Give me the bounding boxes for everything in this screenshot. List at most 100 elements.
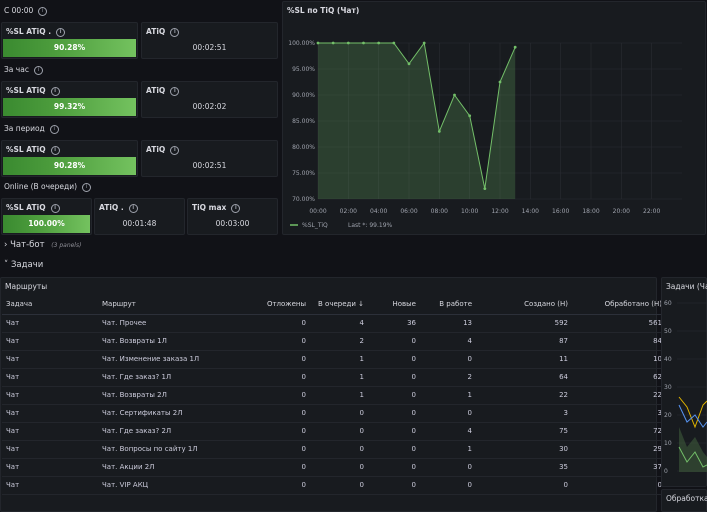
table-cell: 1	[420, 386, 476, 405]
table-cell: Чат. Сертификаты 2Л	[98, 404, 255, 423]
info-icon[interactable]: i	[38, 6, 48, 16]
column-header[interactable]: Отложены	[255, 294, 310, 315]
y-tick-label: 60	[664, 300, 672, 307]
table-cell: 0	[368, 350, 420, 369]
table-row[interactable]: Чат Чат. Где заказ? 1Л 0 1 0 2 64 62	[2, 368, 666, 387]
info-icon[interactable]: i	[170, 27, 180, 37]
table-cell: 592	[476, 314, 572, 333]
data-point[interactable]	[392, 41, 396, 45]
table-cell: 0	[476, 476, 572, 495]
table-cell: 13	[420, 314, 476, 333]
section-since-midnight: С 00:00 i	[4, 6, 48, 16]
data-point[interactable]	[377, 41, 381, 45]
tiq-max-panel[interactable]: TiQ max i 00:03:00	[187, 198, 278, 235]
table-cell: 72	[572, 422, 666, 441]
table-cell: Чат. Где заказ? 1Л	[98, 368, 255, 387]
data-point[interactable]	[453, 93, 456, 97]
table-cell: 0	[420, 404, 476, 423]
sl-atiq-panel-online[interactable]: %SL ATiQ i 100.00%	[1, 198, 92, 235]
row-panel-count: (3 panels)	[51, 242, 82, 249]
column-header[interactable]: Обработано (Н)	[572, 294, 666, 315]
atiq-panel-1[interactable]: ATiQ i 00:02:51	[141, 22, 278, 59]
table-row[interactable]: Чат Чат. VIP АКЦ 0 0 0 0 0 0	[2, 476, 666, 495]
data-point[interactable]	[468, 114, 472, 118]
panel-title: ATiQ .	[99, 203, 124, 212]
info-icon[interactable]: i	[50, 86, 60, 96]
table-cell: Чат. Где заказ? 2Л	[98, 422, 255, 441]
table-cell: Чат	[2, 440, 98, 459]
data-point[interactable]	[437, 130, 441, 133]
table-row[interactable]: Чат Чат. Возвраты 2Л 0 1 0 1 22 22	[2, 386, 666, 405]
row-tasks[interactable]: ˅ Задачи	[4, 260, 43, 270]
info-icon[interactable]: i	[82, 182, 92, 192]
table-row[interactable]: Чат Чат. Вопросы по сайту 1Л 0 0 0 1 30 29	[2, 440, 666, 459]
column-header[interactable]: Новые	[368, 294, 420, 315]
y-tick-label: 20	[664, 412, 672, 419]
x-tick-label: 20:00	[613, 208, 630, 215]
atiq-panel-3[interactable]: ATiQ i 00:02:51	[141, 140, 278, 177]
table-cell: 0	[255, 422, 310, 441]
info-icon[interactable]: i	[33, 65, 43, 75]
processing-panel[interactable]: Обработка	[661, 489, 707, 512]
column-header[interactable]: В очереди ↓	[310, 294, 368, 315]
table-cell: 0	[255, 350, 310, 369]
legend-label[interactable]: %SL_TiQ	[302, 222, 328, 229]
y-tick-label: 10	[664, 440, 672, 447]
series-area	[318, 43, 516, 199]
column-header[interactable]: Создано (Н)	[476, 294, 572, 315]
column-header[interactable]: В работе	[420, 294, 476, 315]
sl-atiq-panel-2[interactable]: %SL ATiQ i 99.32%	[1, 81, 138, 118]
y-tick-label: 80.00%	[292, 144, 315, 151]
data-point[interactable]	[513, 45, 517, 49]
table-row[interactable]: Чат Чат. Сертификаты 2Л 0 0 0 0 3 3	[2, 404, 666, 423]
info-icon[interactable]: i	[170, 145, 180, 155]
table-row[interactable]: Чат Чат. Прочее 0 4 36 13 592 561	[2, 314, 666, 333]
info-icon[interactable]: i	[170, 86, 180, 96]
table-cell: 1	[420, 440, 476, 459]
atiq-panel-2[interactable]: ATiQ i 00:02:02	[141, 81, 278, 118]
sl-chart-panel[interactable]: %SL по TiQ (Чат)	[282, 1, 706, 235]
table-cell: 0	[255, 458, 310, 477]
data-point[interactable]	[346, 41, 350, 45]
data-point[interactable]	[498, 80, 502, 84]
table-row[interactable]: Чат Чат. Акции 2Л 0 0 0 0 35 37	[2, 458, 666, 477]
series-line	[678, 396, 707, 429]
table-cell: Чат	[2, 386, 98, 405]
table-row[interactable]: Чат Чат. Где заказ? 2Л 0 0 0 4 75 72	[2, 422, 666, 441]
sl-atiq-panel-1[interactable]: %SL ATiQ . i 90.28%	[1, 22, 138, 59]
column-header[interactable]: Задача	[2, 294, 98, 315]
table-cell: Чат. Изменение заказа 1Л	[98, 350, 255, 369]
info-icon[interactable]: i	[128, 203, 138, 213]
table-cell: 4	[420, 422, 476, 441]
sl-atiq-panel-3[interactable]: %SL ATiQ i 90.28%	[1, 140, 138, 177]
table-cell: 2	[420, 368, 476, 387]
data-point[interactable]	[316, 41, 320, 45]
info-icon[interactable]: i	[49, 124, 59, 134]
info-icon[interactable]: i	[56, 27, 66, 37]
data-point[interactable]	[331, 41, 335, 45]
table-row[interactable]: Чат Чат. Возвраты 1Л 0 2 0 4 87 84	[2, 332, 666, 351]
row-chatbot[interactable]: › Чат-бот (3 panels)	[4, 240, 81, 250]
data-point[interactable]	[362, 41, 365, 45]
table-row[interactable]: Чат Чат. Изменение заказа 1Л 0 1 0 0 11 10	[2, 350, 666, 369]
routes-title: Маршруты	[5, 282, 48, 291]
table-cell: Чат. Возвраты 2Л	[98, 386, 255, 405]
table-cell: 0	[420, 458, 476, 477]
atiq-value: 00:02:51	[192, 161, 227, 170]
atiq-panel-online[interactable]: ATiQ . i 00:01:48	[94, 198, 185, 235]
table-cell: 22	[476, 386, 572, 405]
panel-title: %SL ATiQ	[6, 86, 46, 95]
info-icon[interactable]: i	[50, 203, 60, 213]
table-cell: 0	[368, 458, 420, 477]
column-header[interactable]: Маршрут	[98, 294, 255, 315]
x-tick-label: 12:00	[491, 208, 508, 215]
y-tick-label: 50	[664, 328, 672, 335]
data-point[interactable]	[407, 62, 411, 66]
panel-title: ATiQ	[146, 145, 166, 154]
info-icon[interactable]: i	[231, 203, 241, 213]
data-point[interactable]	[422, 41, 426, 45]
y-tick-label: 70.00%	[292, 196, 315, 203]
info-icon[interactable]: i	[50, 145, 60, 155]
data-point[interactable]	[483, 187, 487, 191]
row-title: Чат-бот	[10, 240, 45, 250]
